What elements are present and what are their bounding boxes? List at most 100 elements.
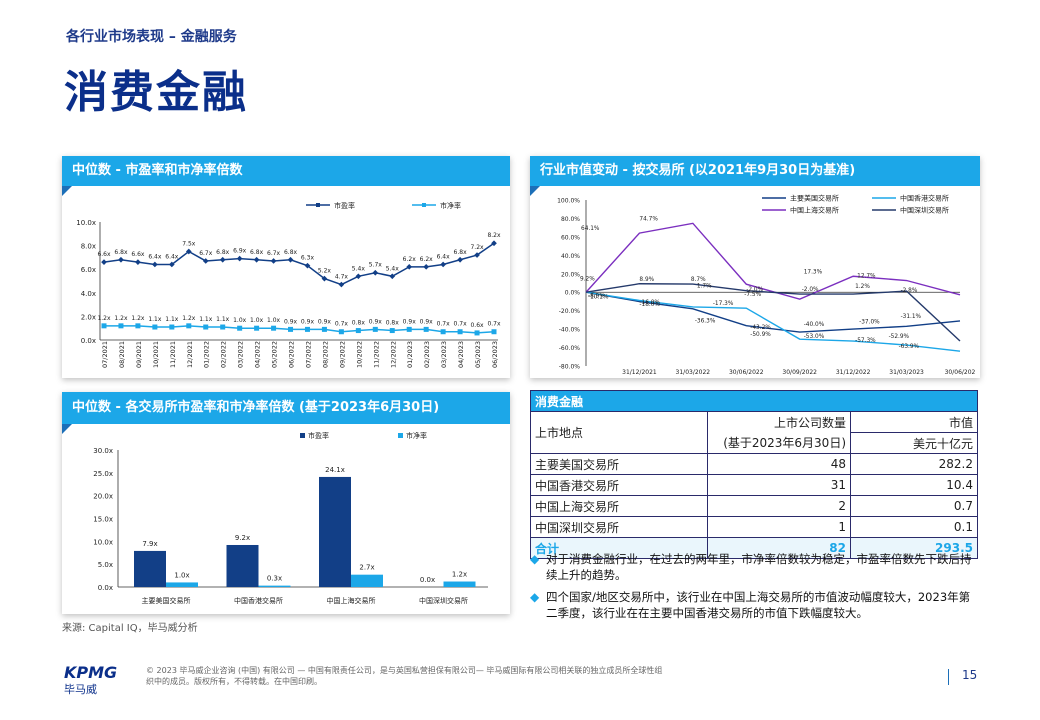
table-row: 中国深圳交易所 1 0.1 (530, 516, 978, 538)
data-label: 0.9x (301, 318, 315, 325)
data-label: 17.3% (804, 269, 823, 275)
bullet-point: ◆ 四个国家/地区交易所中，该行业在中国上海交易所的市值波动幅度较大，2023年… (530, 589, 980, 621)
y-tick-label: 0.0% (565, 290, 581, 297)
data-label: 64.1% (581, 226, 600, 232)
page-separator (948, 669, 949, 685)
x-tick-label: 02/2022 (220, 341, 228, 368)
data-label: 0.8x (386, 320, 400, 327)
data-point (355, 328, 361, 334)
data-label: 6.7x (267, 250, 281, 257)
data-label: 9.2% (580, 277, 595, 283)
row-value: 10.4 (850, 474, 978, 496)
bar (443, 581, 476, 587)
data-label: 0.9x (284, 318, 298, 325)
x-tick-label: 07/2021 (101, 341, 109, 368)
section-subtitle: 各行业市场表现 – 金融服务 (66, 29, 237, 45)
data-point (288, 326, 294, 332)
x-tick-label: 04/2023 (457, 341, 465, 368)
y-tick-label: -80.0% (559, 364, 581, 371)
bullet-point: ◆ 对于消费金融行业，在过去的两年里，市净率倍数较为稳定，市盈率倍数先下跌后持续… (530, 551, 980, 583)
data-point (118, 256, 124, 263)
x-tick-label: 31/12/2021 (622, 369, 657, 376)
table-title: 消费金融 (530, 390, 978, 412)
data-point (254, 325, 260, 331)
col-count-subheader: (基于2023年6月30日) (707, 432, 851, 454)
data-point (152, 324, 158, 330)
data-label: 5.2x (318, 268, 332, 275)
data-label: 0.9x (369, 318, 383, 325)
y-tick-label: 20.0x (93, 493, 113, 501)
row-place: 中国香港交易所 (530, 474, 708, 496)
y-tick-label: 15.0x (93, 516, 113, 524)
data-point (372, 269, 379, 276)
data-point (135, 323, 141, 329)
data-label: -2.0% (746, 287, 763, 293)
kpmg-logo: KPMG (64, 663, 118, 682)
data-label: 6.9x (233, 248, 247, 255)
x-tick-label: 主要美国交易所 (142, 596, 191, 605)
data-label: 0.9x (318, 318, 332, 325)
x-tick-label: 30/06/202 (945, 369, 976, 376)
x-tick-label: 09/2022 (338, 341, 346, 368)
row-count: 1 (707, 516, 851, 538)
data-point (423, 326, 429, 332)
data-label: 1.0x (250, 317, 264, 324)
row-value: 282.2 (850, 453, 978, 475)
x-tick-label: 31/03/2023 (889, 369, 924, 376)
bar (134, 550, 166, 587)
data-label: 0.3x (267, 575, 282, 583)
data-label: 0.7x (437, 321, 451, 328)
table-row: 主要美国交易所 48 282.2 (530, 453, 978, 475)
data-label: 5.7x (369, 262, 383, 269)
legend-label: 市净率 (440, 201, 461, 210)
x-tick-label: 12/2022 (389, 341, 397, 368)
data-point (338, 329, 344, 335)
data-point (118, 323, 124, 329)
data-point (304, 262, 311, 269)
legend-marker (398, 433, 403, 438)
source-note: 来源: Capital IQ，毕马威分析 (62, 623, 198, 634)
data-point (338, 281, 345, 288)
x-tick-label: 01/2023 (406, 341, 414, 368)
legend-marker (316, 203, 320, 207)
series-line (103, 242, 495, 286)
total-count: 82 (707, 537, 851, 559)
table-row: 中国香港交易所 31 10.4 (530, 474, 978, 496)
series-line (585, 283, 961, 342)
data-label: -18.0% (639, 302, 660, 308)
data-point (372, 326, 378, 332)
data-label: 8.7% (691, 277, 706, 283)
row-place: 中国上海交易所 (530, 495, 708, 517)
y-tick-label: 100.0% (557, 198, 580, 205)
data-label: 0.7x (335, 321, 349, 328)
row-place: 中国深圳交易所 (530, 516, 708, 538)
legend-marker (300, 433, 305, 438)
data-label: 7.2x (470, 244, 484, 251)
data-label: 6.2x (420, 256, 434, 263)
data-label: 6.4x (437, 253, 451, 260)
data-point (321, 275, 328, 282)
x-tick-label: 中国上海交易所 (327, 596, 376, 605)
data-point (202, 258, 209, 264)
data-label: 6.8x (454, 249, 468, 256)
data-point (304, 326, 310, 332)
page-number: 15 (962, 668, 978, 682)
data-point (440, 261, 446, 268)
data-point (135, 259, 141, 265)
data-label: 6.8x (216, 249, 230, 256)
data-label: 6.2x (403, 256, 417, 263)
data-label: 1.1x (148, 316, 162, 323)
data-point (101, 323, 107, 329)
x-tick-label: 09/2021 (135, 341, 143, 368)
pe-pb-line-chart: 0.0x 2.0x 4.0x 6.0x 8.0x 10.0x 07/2021 08/2021 0… (76, 201, 501, 368)
panel-title: 中位数 - 各交易所市盈率和市净率倍数 (基于2023年6月30日) (62, 392, 510, 434)
x-tick-label: 31/03/2022 (676, 369, 711, 376)
y-tick-label: 30.0x (93, 447, 113, 455)
series-line (585, 291, 961, 352)
bar (258, 585, 291, 587)
data-point (169, 324, 175, 330)
bar (166, 582, 198, 587)
data-label: -16.0% (639, 300, 660, 306)
table-total-row: 合计 82 293.5 (530, 537, 978, 559)
data-label: 6.4x (165, 253, 179, 260)
